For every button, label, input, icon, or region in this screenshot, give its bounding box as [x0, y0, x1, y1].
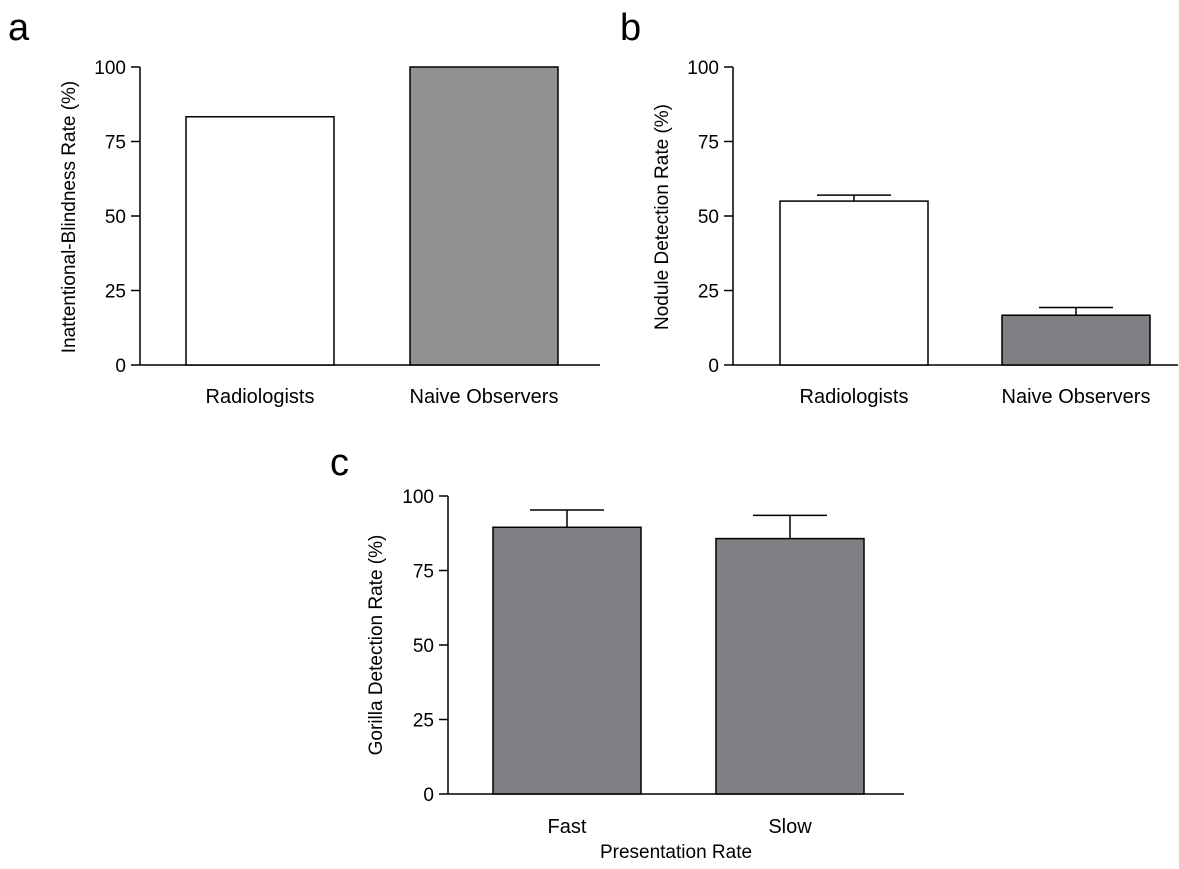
- category-label-b-1: Naive Observers: [1002, 386, 1151, 408]
- y-tick-label-c: 25: [413, 711, 434, 732]
- y-tick-label-a: 0: [115, 356, 126, 377]
- category-label-a-1: Naive Observers: [410, 386, 559, 408]
- y-tick-label-b: 75: [698, 133, 719, 154]
- y-tick-label-c: 100: [402, 487, 434, 508]
- category-label-c-0: Fast: [548, 816, 587, 838]
- y-tick-label-a: 25: [105, 282, 126, 303]
- y-axis-label-c: Gorilla Detection Rate (%): [366, 535, 387, 756]
- category-label-c-1: Slow: [768, 816, 812, 838]
- panel-c: c Gorilla Detection Rate (%) Presentatio…: [330, 442, 904, 863]
- y-tick-label-b: 25: [698, 282, 719, 303]
- y-tick-label-b: 50: [698, 207, 719, 228]
- y-axis-label-b: Nodule Detection Rate (%): [652, 104, 673, 330]
- y-tick-label-b: 100: [687, 58, 719, 79]
- bar-b-1: [1001, 314, 1151, 366]
- bar-a-0: [185, 116, 335, 366]
- bar-c-0: [492, 526, 642, 795]
- y-tick-label-b: 0: [708, 356, 719, 377]
- y-axis-label-a: Inattentional-Blindness Rate (%): [59, 81, 80, 353]
- panel-b: b Nodule Detection Rate (%) 0 25 50 75 100 Ra…: [620, 7, 1178, 408]
- y-tick-label-c: 75: [413, 562, 434, 583]
- y-tick-label-a: 50: [105, 207, 126, 228]
- category-label-a-0: Radiologists: [206, 386, 315, 408]
- bar-b-0: [779, 200, 929, 366]
- bar-c-1: [715, 537, 865, 795]
- panel-a: a Inattentional-Blindness Rate (%) 0 25 50…: [8, 7, 600, 408]
- category-label-b-0: Radiologists: [800, 386, 909, 408]
- bar-a-1: [409, 66, 559, 366]
- panel-letter-b: b: [620, 7, 641, 49]
- y-tick-label-c: 50: [413, 636, 434, 657]
- panel-letter-a: a: [8, 7, 30, 49]
- y-tick-label-a: 100: [94, 58, 126, 79]
- panel-letter-c: c: [330, 442, 349, 484]
- y-tick-label-a: 75: [105, 133, 126, 154]
- x-axis-label-c: Presentation Rate: [600, 842, 752, 863]
- y-tick-label-c: 0: [423, 785, 434, 806]
